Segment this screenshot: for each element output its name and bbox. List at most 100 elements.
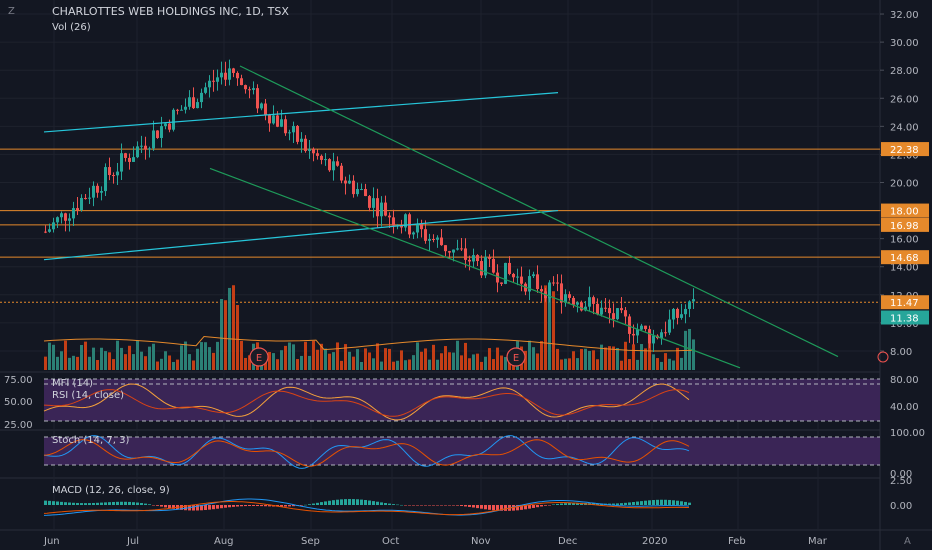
volume-bar	[268, 351, 271, 370]
macd-histogram-bar	[412, 505, 415, 506]
candle-body	[304, 138, 307, 151]
candle-body	[128, 157, 131, 162]
mfi-line	[43, 383, 690, 421]
candle-body	[388, 215, 391, 218]
volume-bar	[448, 352, 451, 370]
candle-body	[412, 232, 415, 235]
macd-histogram-bar	[180, 505, 183, 510]
volume-bar	[548, 296, 551, 370]
macd-histogram-bar	[596, 503, 599, 505]
candle-body	[160, 126, 163, 138]
candle-body	[140, 145, 143, 147]
volume-bar	[188, 354, 191, 370]
volume-bar	[596, 359, 599, 370]
volume-bar	[116, 340, 119, 370]
volume-bar	[120, 347, 123, 370]
volume-bar	[504, 357, 507, 370]
volume-bar	[604, 347, 607, 370]
candle-body	[376, 198, 379, 217]
volume-bar	[92, 347, 95, 370]
price-tick-label: 8.00	[890, 347, 912, 358]
macd-histogram-bar	[168, 505, 171, 509]
macd-histogram-bar	[516, 505, 519, 511]
macd-histogram-bar	[668, 499, 671, 505]
candle-body	[380, 202, 383, 217]
volume-bar	[388, 348, 391, 370]
candle-body	[660, 332, 663, 339]
macd-histogram-bar	[472, 505, 475, 508]
macd-histogram-bar	[240, 505, 243, 507]
candle-body	[144, 145, 147, 150]
volume-bar	[616, 347, 619, 370]
volume-bar	[196, 348, 199, 370]
price-tag-label: 11.47	[890, 298, 919, 309]
volume-bar	[532, 347, 535, 370]
candle-body	[52, 222, 55, 230]
candle-body	[428, 238, 431, 241]
candle-body	[636, 329, 639, 336]
macd-histogram-bar	[264, 505, 267, 507]
zoom-icon[interactable]: Z	[8, 6, 15, 17]
candle-body	[680, 314, 683, 318]
price-tick-label: 20.00	[890, 178, 919, 189]
macd-histogram-bar	[116, 501, 119, 505]
candle-body	[372, 198, 375, 208]
trend-lines[interactable]	[43, 65, 839, 369]
volume-bar	[552, 291, 555, 370]
volume-bar	[436, 359, 439, 370]
macd-histogram-bar	[184, 505, 187, 511]
trend-line-lower-channel	[43, 209, 559, 261]
volume-bar	[564, 358, 567, 370]
earnings-marker-2[interactable]: E	[506, 347, 526, 367]
price-tag-label: 14.68	[890, 253, 919, 264]
macd-histogram-bar	[688, 502, 691, 505]
macd-histogram-bar	[500, 505, 503, 511]
candle-body	[216, 77, 219, 82]
macd-histogram-bar	[80, 503, 83, 505]
volume-bar	[216, 341, 219, 370]
macd-histogram-bar	[212, 505, 215, 510]
candle-body	[596, 303, 599, 315]
volume-bar	[556, 348, 559, 370]
macd-histogram-bar	[252, 505, 255, 506]
volume-bar	[380, 361, 383, 370]
macd-histogram-bar	[616, 503, 619, 505]
price-tag-bg	[881, 250, 929, 265]
volume-bar	[236, 304, 239, 370]
candle-body	[244, 85, 247, 90]
volume-bar	[224, 300, 227, 370]
volume-bar	[348, 351, 351, 370]
volume-bar	[72, 355, 75, 370]
candle-body	[316, 153, 319, 156]
volume-bar	[640, 344, 643, 370]
stoch-right-tick-label: 100.00	[890, 428, 925, 439]
macd-histogram-bar	[236, 505, 239, 507]
macd-histogram-bar	[488, 505, 491, 510]
time-tick-label: Aug	[214, 536, 234, 547]
macd-histogram-bar	[468, 505, 471, 507]
macd-histogram-bar	[136, 502, 139, 505]
earnings-marker-1[interactable]: E	[249, 347, 269, 367]
volume-bar	[588, 350, 591, 370]
candle-body	[76, 208, 79, 211]
macd-histogram-bar	[680, 501, 683, 505]
macd-histogram-bar	[308, 504, 311, 505]
candle-body	[624, 310, 627, 317]
candle-body	[296, 125, 299, 142]
candle-body	[564, 294, 567, 303]
macd-histogram-bar	[340, 499, 343, 505]
macd-histogram-bar	[76, 502, 79, 505]
auto-scale-icon[interactable]: A	[904, 536, 911, 547]
candle-body	[196, 102, 199, 109]
macd-histogram-bar	[256, 505, 259, 507]
candle-body	[180, 109, 183, 111]
earnings-marker-next[interactable]	[877, 351, 889, 363]
volume-bar	[396, 360, 399, 370]
stoch-right-tick-label: 0.00	[890, 469, 912, 480]
price-tag-label: 18.00	[890, 207, 919, 218]
macd-histogram-bar	[380, 502, 383, 505]
candle-body	[104, 167, 107, 192]
macd-histogram-bar	[352, 499, 355, 505]
macd-histogram-bar	[480, 505, 483, 509]
